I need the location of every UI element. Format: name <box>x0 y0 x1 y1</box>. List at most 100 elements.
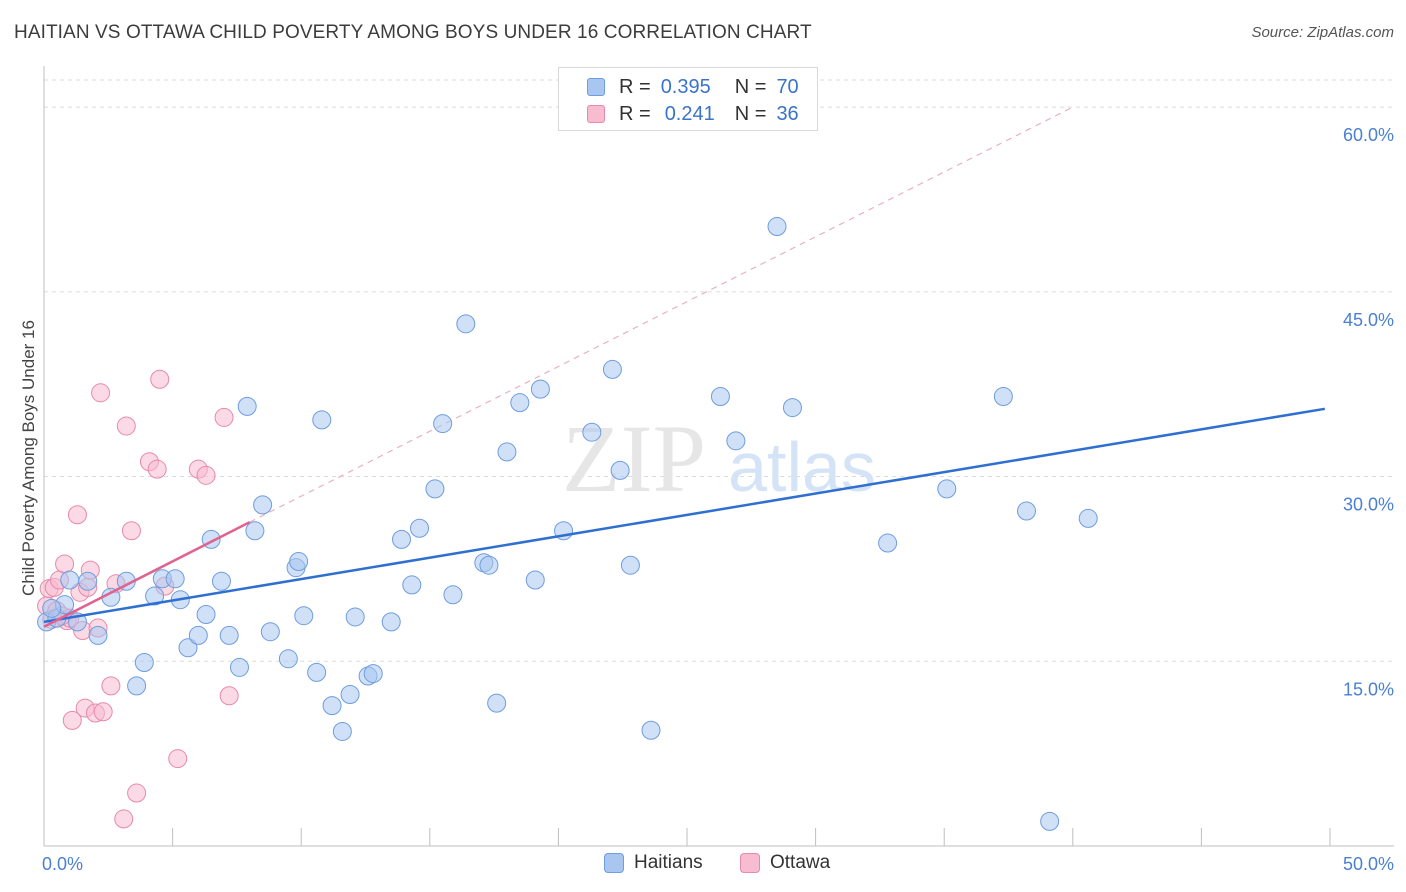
haitians-point <box>332 721 352 741</box>
grid-lines <box>44 79 1394 662</box>
ottawa-trendline <box>43 520 251 628</box>
haitians-point <box>345 607 365 627</box>
ottawa-point <box>93 702 113 722</box>
ottawa-point <box>196 465 216 485</box>
legend-ottawa-label: Ottawa <box>770 852 831 873</box>
haitians-point <box>253 495 273 515</box>
haitians-point <box>188 625 208 645</box>
ottawa-n-label: N = <box>734 102 767 125</box>
ottawa-n-value: 36 <box>776 102 799 125</box>
series-legend: Haitians Ottawa <box>0 852 1406 876</box>
haitians-point <box>229 657 249 677</box>
haitians-point <box>1040 811 1060 831</box>
haitians-n-label: N = <box>734 75 767 98</box>
haitians-point <box>726 431 746 451</box>
haitians-point <box>289 552 309 572</box>
ottawa-point <box>55 554 75 574</box>
haitians-point <box>145 586 165 606</box>
y-tick-label: 45.0% <box>1343 310 1394 330</box>
haitians-point <box>641 720 661 740</box>
haitians-point <box>211 571 231 591</box>
haitians-swatch <box>587 78 605 96</box>
haitians-point <box>525 570 545 590</box>
y-tick-label: 60.0% <box>1343 125 1394 145</box>
source-credit: Source: ZipAtlas.com <box>1251 24 1394 41</box>
y-tick-labels: 15.0% 30.0% 45.0% 60.0% <box>1343 125 1394 699</box>
haitians-point <box>767 217 787 237</box>
haitians-point <box>433 414 453 434</box>
haitians-point <box>582 422 602 442</box>
ottawa-point <box>150 369 170 389</box>
haitians-point <box>1078 508 1098 528</box>
legend-haitians-label: Haitians <box>634 852 703 873</box>
haitians-points <box>37 217 1098 831</box>
haitians-point <box>610 460 630 480</box>
haitians-point <box>392 529 412 549</box>
ottawa-point <box>62 710 82 730</box>
legend-ottawa-swatch <box>740 853 760 873</box>
ottawa-point <box>116 416 136 436</box>
ottawa-point <box>114 809 134 829</box>
haitians-point <box>196 604 216 624</box>
haitians-point <box>312 410 332 430</box>
y-axis-label: Child Poverty Among Boys Under 16 <box>19 320 38 596</box>
haitians-point <box>530 379 550 399</box>
y-tick-label: 30.0% <box>1343 495 1394 515</box>
haitians-point <box>340 685 360 705</box>
haitians-point <box>620 555 640 575</box>
haitians-trendline <box>43 407 1326 624</box>
haitians-point <box>88 625 108 645</box>
haitians-point <box>479 555 499 575</box>
ottawa-point <box>67 505 87 525</box>
haitians-point <box>993 386 1013 406</box>
ottawa-trendline-solid <box>43 520 251 628</box>
haitians-point <box>219 625 239 645</box>
haitians-point <box>782 398 802 418</box>
haitians-point <box>245 521 265 541</box>
ottawa-point <box>121 521 141 541</box>
y-tick-label: 15.0% <box>1343 679 1394 699</box>
haitians-point <box>165 569 185 589</box>
haitians-point <box>456 314 476 334</box>
haitians-point <box>307 662 327 682</box>
haitians-point <box>60 570 80 590</box>
haitians-point <box>510 393 530 413</box>
haitians-point <box>260 622 280 642</box>
haitians-point <box>937 479 957 499</box>
stats-legend-ottawa: R = 0.241 N = 36 <box>587 102 799 126</box>
ottawa-point <box>214 407 234 427</box>
x-tick-label: 50.0% <box>1343 854 1394 874</box>
haitians-point <box>443 585 463 605</box>
ottawa-r-value: 0.241 <box>664 102 715 125</box>
ottawa-swatch <box>587 105 605 123</box>
legend-haitians-swatch <box>604 853 624 873</box>
stats-legend: R = 0.395 N = 70 R = 0.241 N = 36 <box>558 67 818 131</box>
haitians-point <box>363 664 383 684</box>
haitians-point <box>78 571 98 591</box>
haitians-point <box>497 442 517 462</box>
haitians-point <box>134 653 154 673</box>
haitians-r-label: R = <box>619 75 651 98</box>
haitians-point <box>402 575 422 595</box>
haitians-point <box>710 386 730 406</box>
haitians-point <box>381 612 401 632</box>
haitians-point <box>1017 501 1037 521</box>
ottawa-point <box>219 686 239 706</box>
ottawa-point <box>91 383 111 403</box>
ottawa-r-label: R = <box>619 102 651 125</box>
ottawa-point <box>168 749 188 769</box>
legend-item-ottawa: Ottawa <box>740 852 830 874</box>
watermark-zip: ZIP <box>562 405 706 512</box>
chart-title: HAITIAN VS OTTAWA CHILD POVERTY AMONG BO… <box>14 22 812 43</box>
x-tick-labels: 0.0% 50.0% <box>42 854 1394 874</box>
haitians-point <box>487 693 507 713</box>
legend-item-haitians: Haitians <box>604 852 703 874</box>
haitians-point <box>178 638 198 658</box>
watermark-atlas: atlas <box>728 428 876 506</box>
haitians-point <box>127 676 147 696</box>
watermark: ZIP atlas <box>562 405 876 512</box>
haitians-point <box>425 479 445 499</box>
haitians-trendline-solid <box>43 407 1326 624</box>
haitians-point <box>410 518 430 538</box>
